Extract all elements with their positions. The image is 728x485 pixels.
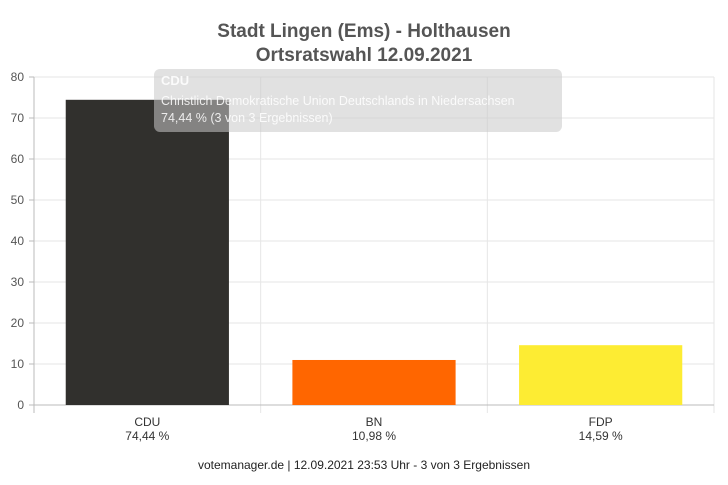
- bar-tooltip: CDU Christlich Demokratische Union Deuts…: [154, 69, 562, 132]
- chart-subtitle: Ortsratswahl 12.09.2021: [255, 45, 473, 66]
- x-tick-percent-label: 14,59 %: [579, 429, 623, 443]
- y-tick-label: 60: [11, 152, 25, 166]
- tooltip-title: CDU: [161, 73, 190, 88]
- y-tick-label: 30: [11, 275, 25, 289]
- y-tick-label: 50: [11, 193, 25, 207]
- chart-footer: votemanager.de | 12.09.2021 23:53 Uhr - …: [197, 458, 530, 472]
- bar-fdp: [519, 345, 683, 405]
- y-tick-label: 70: [11, 111, 25, 125]
- y-tick-label: 20: [11, 316, 25, 330]
- chart-title: Stadt Lingen (Ems) - Holthausen: [217, 21, 511, 42]
- x-tick-percent-label: 74,44 %: [125, 429, 169, 443]
- tooltip-party-name: Christlich Demokratische Union Deutschla…: [161, 94, 515, 108]
- bar-cdu: [65, 99, 229, 406]
- y-tick-label: 0: [17, 398, 24, 412]
- bar-bn: [292, 359, 456, 405]
- y-tick-label: 80: [11, 70, 25, 84]
- y-tick-label: 10: [11, 357, 25, 371]
- tooltip-result: 74,44 % (3 von 3 Ergebnissen): [161, 111, 333, 125]
- x-tick-label: BN: [366, 415, 383, 429]
- x-tick-label: CDU: [134, 415, 160, 429]
- x-tick-label: FDP: [589, 415, 613, 429]
- x-tick-percent-label: 10,98 %: [352, 429, 396, 443]
- y-tick-label: 40: [11, 234, 25, 248]
